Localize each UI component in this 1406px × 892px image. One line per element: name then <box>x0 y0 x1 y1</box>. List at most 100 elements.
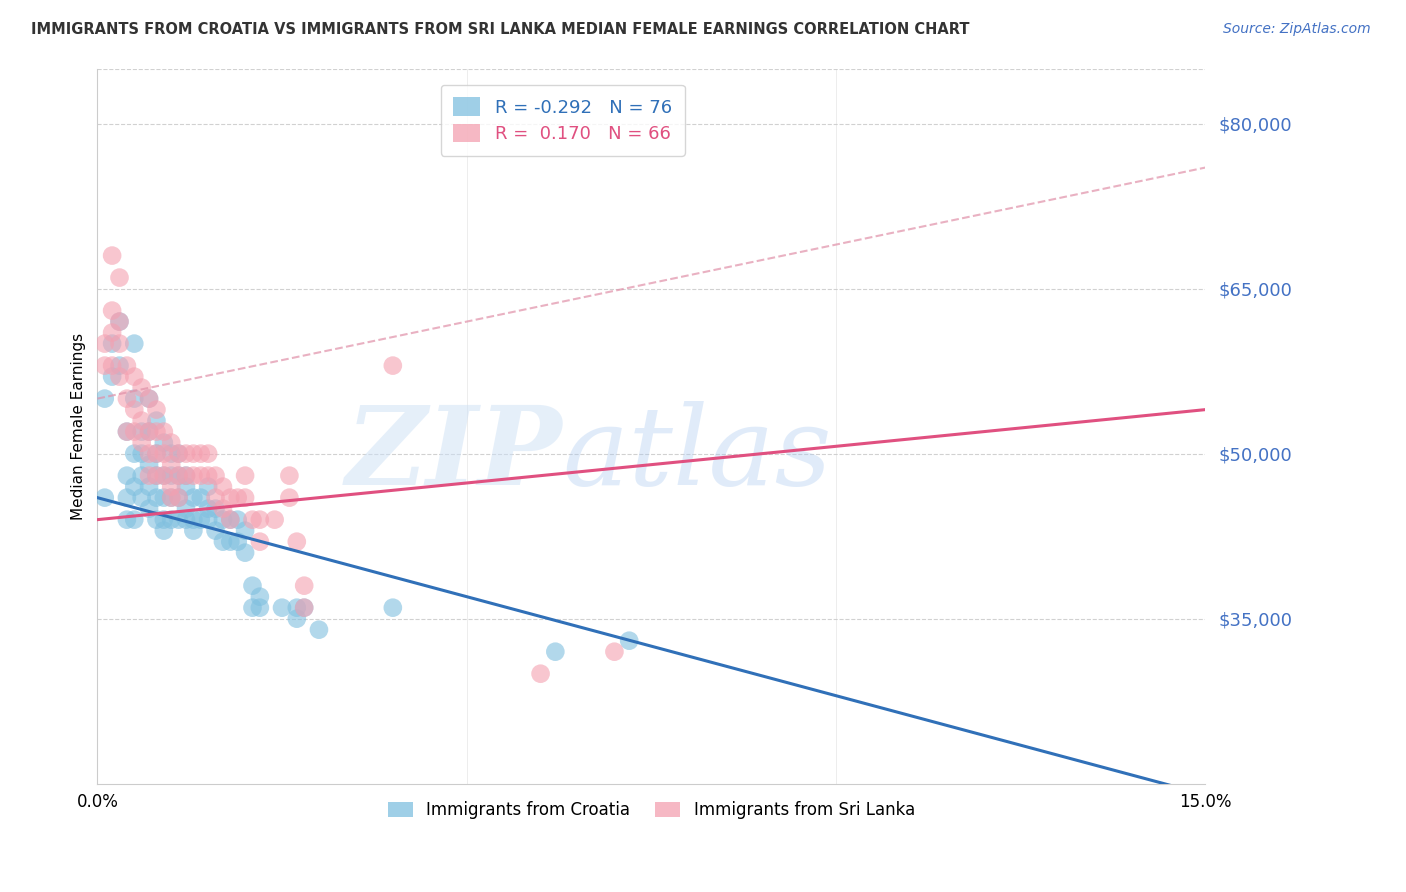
Point <box>153 491 176 505</box>
Point <box>115 468 138 483</box>
Point <box>174 480 197 494</box>
Point <box>124 369 146 384</box>
Point <box>167 468 190 483</box>
Point <box>115 491 138 505</box>
Point <box>93 336 115 351</box>
Point <box>124 392 146 406</box>
Point <box>131 435 153 450</box>
Point <box>101 326 124 340</box>
Point <box>219 534 242 549</box>
Point <box>124 513 146 527</box>
Point <box>160 435 183 450</box>
Point <box>131 414 153 428</box>
Text: IMMIGRANTS FROM CROATIA VS IMMIGRANTS FROM SRI LANKA MEDIAN FEMALE EARNINGS CORR: IMMIGRANTS FROM CROATIA VS IMMIGRANTS FR… <box>31 22 969 37</box>
Point <box>138 392 160 406</box>
Point <box>226 491 249 505</box>
Point <box>153 468 176 483</box>
Point <box>115 359 138 373</box>
Point <box>93 392 115 406</box>
Point <box>197 447 219 461</box>
Point <box>145 468 167 483</box>
Point <box>153 513 176 527</box>
Point <box>145 414 167 428</box>
Point <box>145 425 167 439</box>
Point <box>115 392 138 406</box>
Point <box>233 546 256 560</box>
Legend: Immigrants from Croatia, Immigrants from Sri Lanka: Immigrants from Croatia, Immigrants from… <box>381 794 921 825</box>
Point <box>145 447 167 461</box>
Point <box>124 480 146 494</box>
Point <box>145 468 167 483</box>
Point <box>233 491 256 505</box>
Point <box>101 359 124 373</box>
Point <box>212 534 235 549</box>
Point <box>242 579 264 593</box>
Point <box>197 480 219 494</box>
Point <box>138 425 160 439</box>
Point <box>138 392 160 406</box>
Point <box>285 612 308 626</box>
Point <box>115 513 138 527</box>
Point <box>108 359 131 373</box>
Point <box>101 369 124 384</box>
Point <box>138 501 160 516</box>
Point <box>108 315 131 329</box>
Point <box>204 491 226 505</box>
Point <box>153 524 176 538</box>
Point <box>381 600 404 615</box>
Point <box>174 501 197 516</box>
Point <box>115 425 138 439</box>
Point <box>278 468 301 483</box>
Point <box>226 534 249 549</box>
Point <box>108 369 131 384</box>
Point <box>292 600 315 615</box>
Point <box>212 513 235 527</box>
Point <box>249 600 271 615</box>
Point <box>153 425 176 439</box>
Point <box>124 425 146 439</box>
Point <box>160 468 183 483</box>
Point <box>167 447 190 461</box>
Point <box>233 524 256 538</box>
Point <box>278 491 301 505</box>
Point <box>108 336 131 351</box>
Point <box>108 270 131 285</box>
Point <box>167 513 190 527</box>
Point <box>167 491 190 505</box>
Point <box>292 600 315 615</box>
Point <box>603 645 626 659</box>
Point <box>138 468 160 483</box>
Point <box>292 579 315 593</box>
Point <box>544 645 567 659</box>
Point <box>93 491 115 505</box>
Text: ZIP: ZIP <box>346 401 562 508</box>
Point <box>160 458 183 472</box>
Point <box>153 468 176 483</box>
Point <box>204 468 226 483</box>
Point <box>212 501 235 516</box>
Point <box>138 425 160 439</box>
Point <box>183 468 205 483</box>
Point <box>131 425 153 439</box>
Point <box>190 513 212 527</box>
Point <box>153 435 176 450</box>
Point <box>167 447 190 461</box>
Point <box>174 468 197 483</box>
Point <box>124 336 146 351</box>
Point <box>138 447 160 461</box>
Point <box>131 491 153 505</box>
Point <box>160 447 183 461</box>
Point <box>115 425 138 439</box>
Point <box>249 534 271 549</box>
Point <box>619 633 641 648</box>
Point <box>160 513 183 527</box>
Point <box>183 513 205 527</box>
Point <box>153 447 176 461</box>
Point <box>226 513 249 527</box>
Point <box>197 501 219 516</box>
Point <box>204 501 226 516</box>
Point <box>197 468 219 483</box>
Point <box>249 590 271 604</box>
Point <box>174 447 197 461</box>
Point <box>160 491 183 505</box>
